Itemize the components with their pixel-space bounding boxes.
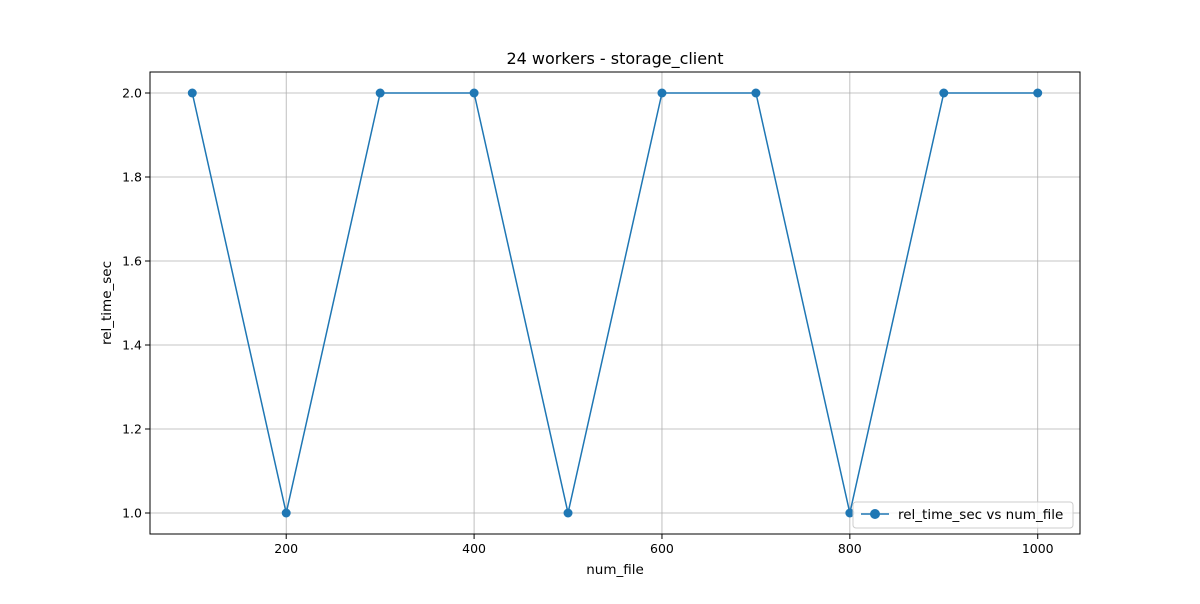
legend-box (852, 501, 1074, 529)
y-tick-label: 1.8 (122, 170, 142, 185)
x-tick-label: 800 (838, 541, 862, 556)
data-point (1033, 88, 1043, 98)
x-axis-label: num_file (586, 562, 644, 578)
x-tick-label: 1000 (1022, 541, 1054, 556)
axis-ticks: 200 400 600 800 1000 1.0 1.2 1.4 1.6 1.8 2.0 (122, 86, 1054, 557)
x-tick-label: 600 (650, 541, 674, 556)
chart-title: 24 workers - storage_client (506, 49, 723, 69)
data-point (187, 88, 197, 98)
data-point (751, 88, 761, 98)
y-tick-label: 1.6 (122, 254, 142, 269)
data-point (469, 88, 479, 98)
y-tick-label: 1.2 (122, 422, 142, 437)
legend-label: rel_time_sec vs num_file (898, 507, 1063, 523)
legend-marker-swatch (870, 509, 880, 519)
data-point (657, 88, 667, 98)
y-tick-label: 1.0 (122, 506, 142, 521)
series-line (191, 92, 1038, 514)
x-tick-label: 400 (462, 541, 486, 556)
y-axis-label: rel_time_sec (99, 261, 115, 345)
plot-frame (149, 71, 1081, 535)
series-layer (187, 88, 1043, 518)
data-point (845, 508, 855, 518)
legend: rel_time_sec vs num_file (852, 501, 1074, 529)
data-point (563, 508, 573, 518)
y-tick-label: 1.4 (122, 338, 142, 353)
data-point (939, 88, 949, 98)
data-point (281, 508, 291, 518)
x-tick-label: 200 (274, 541, 298, 556)
y-tick-label: 2.0 (122, 86, 142, 101)
data-point (375, 88, 385, 98)
